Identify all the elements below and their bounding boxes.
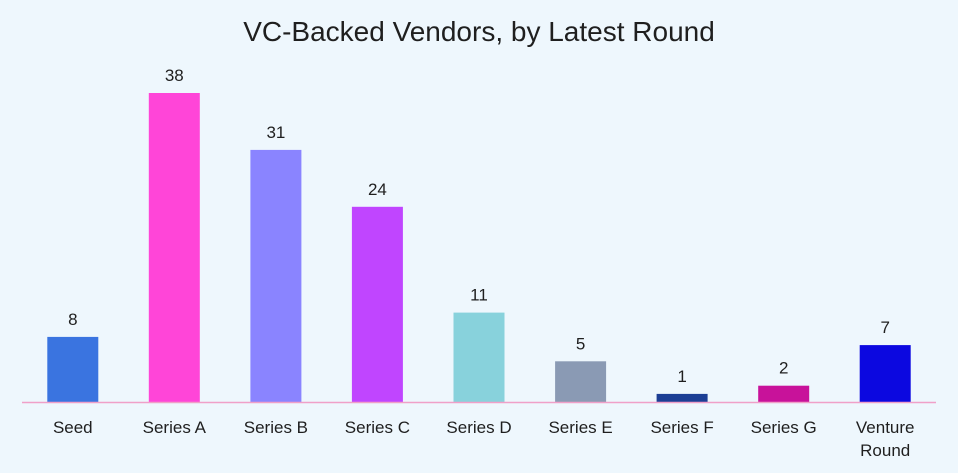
bar-series-d [453, 312, 505, 402]
x-tick-label: Series D [446, 418, 511, 437]
x-tick-label: Series C [345, 418, 410, 437]
bar-series-a [148, 93, 200, 402]
bar-venture-round [859, 345, 911, 402]
data-label: 7 [880, 318, 889, 337]
x-tick-label: Series E [548, 418, 612, 437]
x-tick-label: Round [860, 441, 910, 460]
x-tick-label: Series A [143, 418, 207, 437]
x-tick-label: Series B [244, 418, 308, 437]
bar-series-c [351, 206, 403, 402]
x-tick-label: Seed [53, 418, 93, 437]
x-tick-label: Series G [751, 418, 817, 437]
bar-series-b [250, 149, 302, 402]
bar-series-e [555, 361, 607, 402]
data-label: 5 [576, 334, 585, 353]
bar-series-f [656, 393, 708, 402]
data-label: 31 [266, 123, 285, 142]
x-tick-label: Series F [650, 418, 713, 437]
data-label: 11 [470, 286, 488, 305]
x-tick-label: Venture [856, 418, 915, 437]
data-label: 38 [165, 66, 184, 85]
data-label: 8 [68, 310, 77, 329]
data-label: 24 [368, 180, 387, 199]
bar-series-g [758, 385, 810, 402]
data-label: 2 [779, 359, 788, 378]
data-label: 1 [677, 367, 686, 386]
bar-seed [47, 336, 99, 402]
chart-title: VC-Backed Vendors, by Latest Round [243, 16, 715, 47]
